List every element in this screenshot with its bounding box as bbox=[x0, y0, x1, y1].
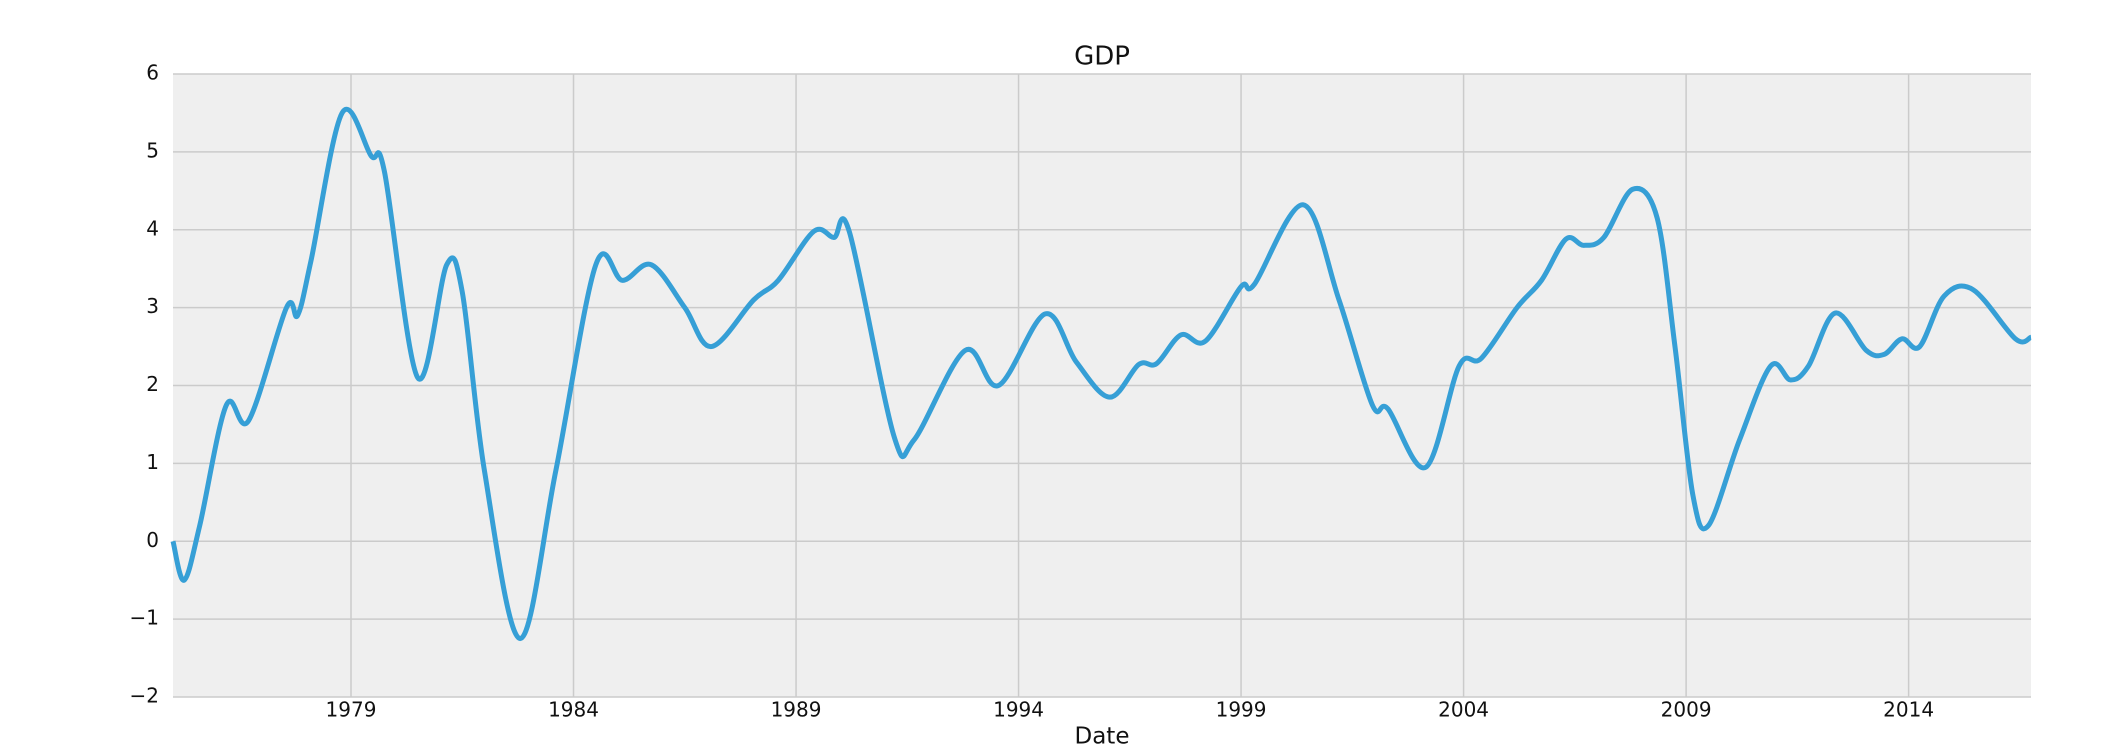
y-tick-label: 2 bbox=[146, 372, 159, 396]
x-tick-label: 2014 bbox=[1883, 698, 1934, 722]
y-tick-label: 5 bbox=[146, 138, 159, 162]
x-axis-label: Date bbox=[1075, 724, 1130, 746]
y-tick-label: 0 bbox=[146, 528, 159, 552]
y-tick-label: 1 bbox=[146, 450, 159, 474]
y-tick-label: 4 bbox=[146, 216, 159, 240]
y-tick-label: 6 bbox=[146, 61, 159, 85]
y-tick-label: −2 bbox=[130, 684, 159, 708]
y-tick-label: 3 bbox=[146, 294, 159, 318]
x-tick-label: 1999 bbox=[1216, 698, 1267, 722]
x-tick-label: 1984 bbox=[548, 698, 599, 722]
x-tick-label: 1989 bbox=[771, 698, 822, 722]
chart-title: GDP bbox=[1074, 42, 1130, 72]
x-tick-label: 2009 bbox=[1661, 698, 1712, 722]
x-tick-label: 1979 bbox=[326, 698, 377, 722]
x-tick-label: 2004 bbox=[1438, 698, 1489, 722]
x-tick-label: 1994 bbox=[993, 698, 1044, 722]
data-line bbox=[170, 107, 2033, 642]
y-tick-label: −1 bbox=[130, 606, 159, 630]
